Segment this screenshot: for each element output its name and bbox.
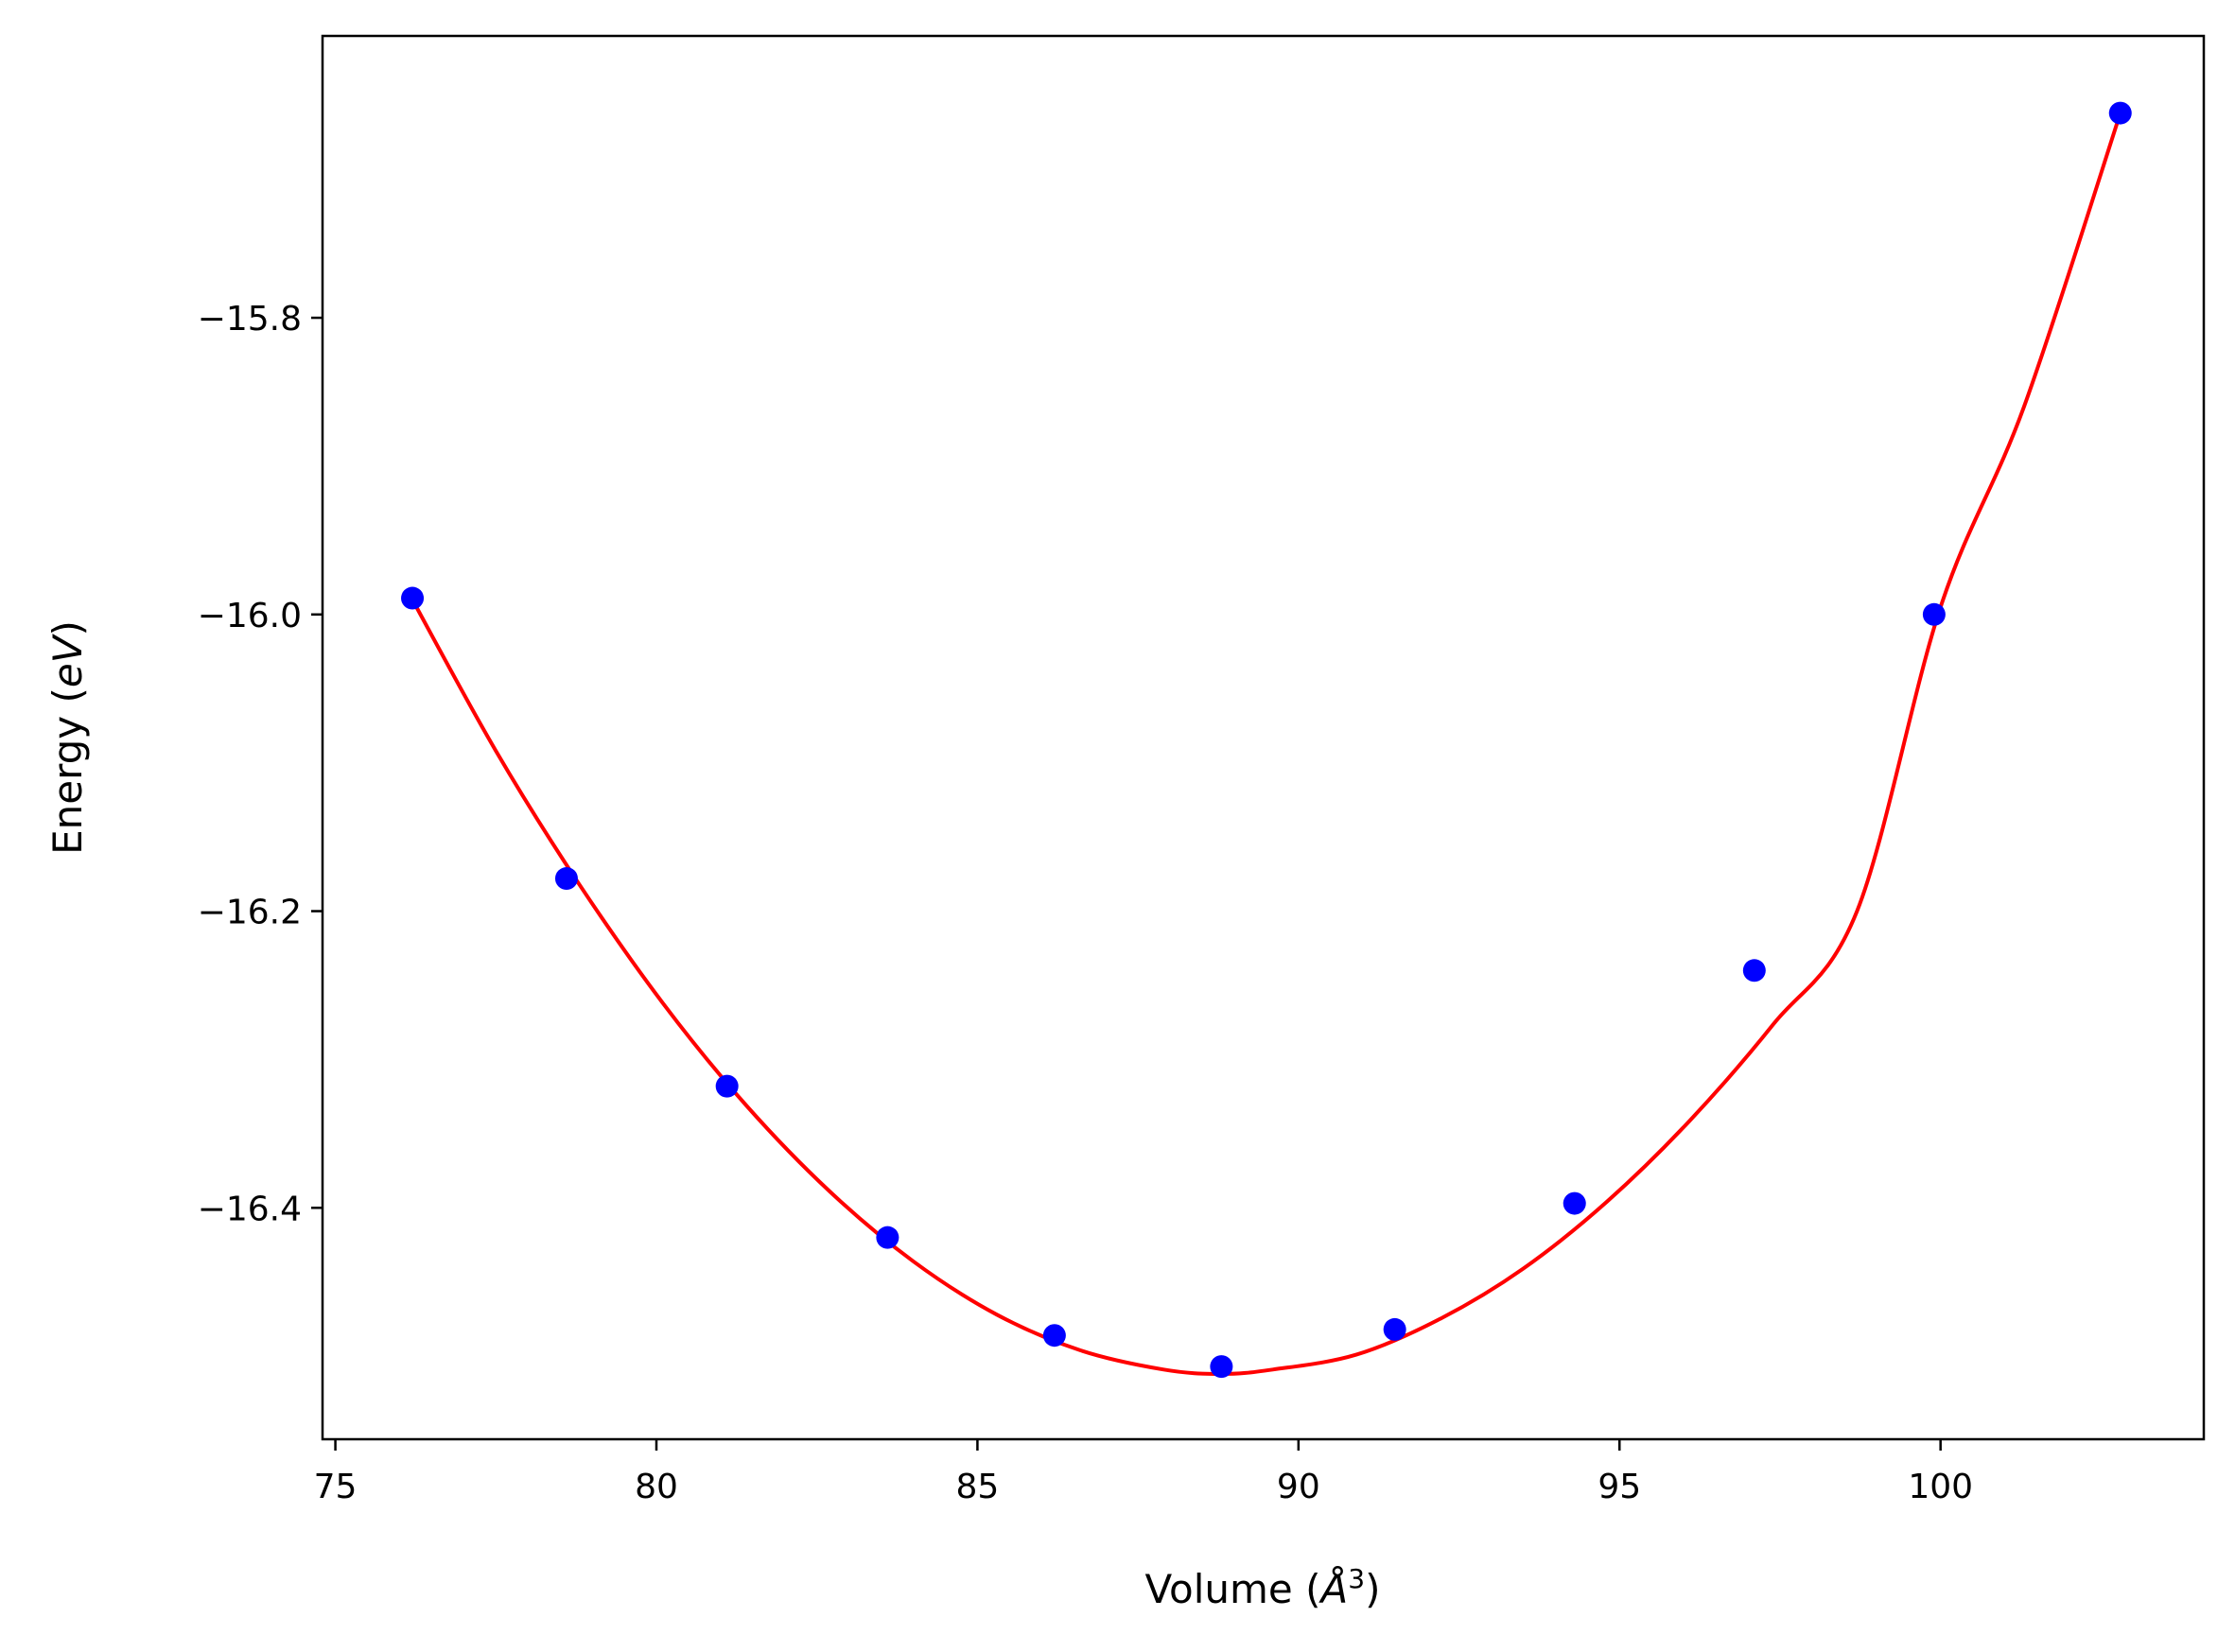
x-tick-label: 90 — [1277, 1468, 1320, 1506]
x-axis-label: Volume (Å3) — [1145, 1563, 1381, 1613]
x-tick-label: 95 — [1598, 1468, 1641, 1506]
data-point — [1042, 1324, 1066, 1348]
y-axis-ticks: −15.8 −16.0 −16.2 −16.4 — [198, 300, 323, 1228]
data-point — [1922, 602, 1946, 626]
series-layer — [401, 101, 2132, 1379]
y-axis-label: Energy (eV) — [44, 620, 91, 855]
y-tick-label: −16.2 — [198, 894, 302, 932]
data-point — [554, 867, 578, 891]
x-tick-label: 80 — [635, 1468, 678, 1506]
data-point — [715, 1074, 739, 1098]
data-point — [1383, 1317, 1406, 1341]
plot-frame — [321, 34, 2206, 1441]
y-tick-label: −15.8 — [198, 300, 302, 339]
fit-curve-line — [410, 112, 2122, 1377]
data-point — [2108, 101, 2132, 125]
data-point — [1742, 959, 1766, 983]
x-tick-label: 100 — [1908, 1468, 1973, 1506]
y-tick-label: −16.4 — [198, 1190, 302, 1228]
data-point — [876, 1226, 899, 1249]
data-point — [1210, 1355, 1233, 1379]
x-tick-label: 85 — [956, 1468, 1000, 1506]
x-axis-ticks: 75 80 85 90 95 100 — [314, 1439, 1973, 1506]
y-tick-label: −16.0 — [198, 597, 302, 635]
data-point — [401, 586, 425, 610]
x-tick-label: 75 — [314, 1468, 358, 1506]
data-point — [1563, 1191, 1586, 1215]
